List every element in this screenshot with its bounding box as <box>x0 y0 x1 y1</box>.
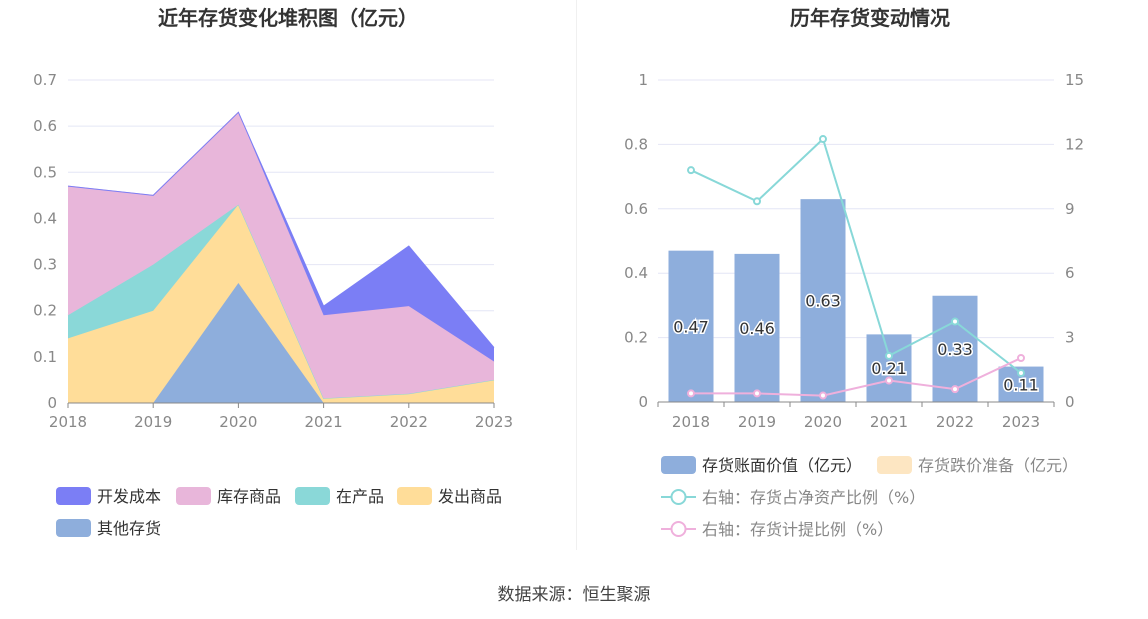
chart-title: 历年存货变动情况 <box>790 6 950 30</box>
line-point <box>687 166 695 175</box>
x-tick-label: 2023 <box>1002 413 1040 431</box>
legend-label: 存货账面价值（亿元） <box>702 456 862 475</box>
x-tick-label: 2019 <box>738 413 776 431</box>
y-tick-label: 0.4 <box>33 209 57 227</box>
legend-label: 发出商品 <box>438 487 502 506</box>
legend-label: 开发成本 <box>97 487 161 506</box>
divider <box>576 0 577 550</box>
chart-title: 近年存货变化堆积图（亿元） <box>158 6 418 30</box>
x-tick-label: 2019 <box>134 413 172 431</box>
x-tick-label: 2018 <box>672 413 710 431</box>
bar <box>932 295 978 402</box>
bar-value-label: 0.21 <box>871 359 907 378</box>
line-point <box>753 389 761 398</box>
area-edge-开发成本 <box>67 111 495 348</box>
line-series <box>690 137 1022 374</box>
y-tick-label: 0.1 <box>33 348 57 366</box>
area-在产品 <box>68 204 494 399</box>
stacked-area-chart: 近年存货变化堆积图（亿元） 0 0.1 0.2 0.3 0.4 0.5 0.6 0.7 2018 2… <box>33 6 513 538</box>
x-tick-label: 2018 <box>49 413 87 431</box>
line-point <box>753 197 761 206</box>
legend-swatch <box>56 487 91 505</box>
legend-label: 在产品 <box>336 487 384 506</box>
area-发出商品 <box>68 204 494 403</box>
line-point <box>951 385 959 394</box>
y-tick-label: 0.5 <box>33 163 57 181</box>
bar-value-label: 0.63 <box>805 292 841 311</box>
line-point <box>819 391 827 400</box>
y2-tick-label: 15 <box>1065 71 1084 89</box>
bar-value-label: 0.47 <box>673 317 709 336</box>
line-point <box>819 135 827 144</box>
x-tick-label: 2023 <box>475 413 513 431</box>
line-point <box>1017 369 1025 378</box>
y-tick-label: 0.2 <box>33 302 57 320</box>
legend-marker <box>670 521 687 537</box>
legend-label: 其他存货 <box>97 519 161 538</box>
y-tick-label: 0 <box>638 393 648 411</box>
bar <box>734 253 780 402</box>
area-开发成本 <box>68 112 494 362</box>
x-tick-label: 2021 <box>305 413 343 431</box>
x-tick-label: 2022 <box>936 413 974 431</box>
legend-swatch <box>176 487 211 505</box>
area-库存商品 <box>68 112 494 399</box>
line-point <box>885 376 893 385</box>
line-point <box>951 317 959 326</box>
y-tick-label: 0.6 <box>33 117 57 135</box>
legend-label: 存货跌价准备（亿元） <box>918 456 1078 475</box>
y2-tick-label: 12 <box>1065 135 1084 153</box>
legend-swatch <box>397 487 432 505</box>
line-series <box>691 357 1022 397</box>
y-tick-label: 0.2 <box>624 329 648 347</box>
legend-label: 库存商品 <box>217 487 281 506</box>
legend-swatch <box>56 519 91 537</box>
y-tick-label: 1 <box>638 71 648 89</box>
bar <box>668 250 714 402</box>
bar <box>866 334 912 402</box>
y-tick-label: 0.4 <box>624 264 648 282</box>
legend-label: 右轴：存货计提比例（%） <box>702 520 893 539</box>
data-source-note: 数据来源：恒生聚源 <box>497 585 651 605</box>
line-point <box>885 351 893 360</box>
legend-swatch <box>877 456 912 474</box>
y-tick-label: 0 <box>47 394 57 412</box>
x-tick-label: 2022 <box>390 413 428 431</box>
y-tick-label: 0.8 <box>624 135 648 153</box>
y-tick-label: 0.3 <box>33 256 57 274</box>
bar-value-label: 0.11 <box>1003 375 1039 394</box>
y-tick-label: 0.7 <box>33 71 57 89</box>
legend-marker <box>670 489 687 505</box>
legend-swatch <box>661 456 696 474</box>
line-point <box>687 389 695 398</box>
y2-tick-label: 6 <box>1065 264 1075 282</box>
legend-label: 右轴：存货占净资产比例（%） <box>702 488 925 507</box>
bar <box>800 199 846 402</box>
y2-tick-label: 9 <box>1065 200 1075 218</box>
x-tick-label: 2020 <box>804 413 842 431</box>
bar-line-chart: 历年存货变动情况 0 0.2 0.4 0.6 0.8 1 0 3 6 9 12 15 0.47 0.46 0.… <box>624 6 1084 539</box>
x-tick-label: 2021 <box>870 413 908 431</box>
legend-swatch <box>295 487 330 505</box>
x-tick-label: 2020 <box>219 413 257 431</box>
y2-tick-label: 0 <box>1065 393 1075 411</box>
line-point <box>1017 353 1025 362</box>
bar-value-label: 0.46 <box>739 319 775 338</box>
y-tick-label: 0.6 <box>624 200 648 218</box>
bar-value-label: 0.33 <box>937 340 973 359</box>
y2-tick-label: 3 <box>1065 329 1075 347</box>
